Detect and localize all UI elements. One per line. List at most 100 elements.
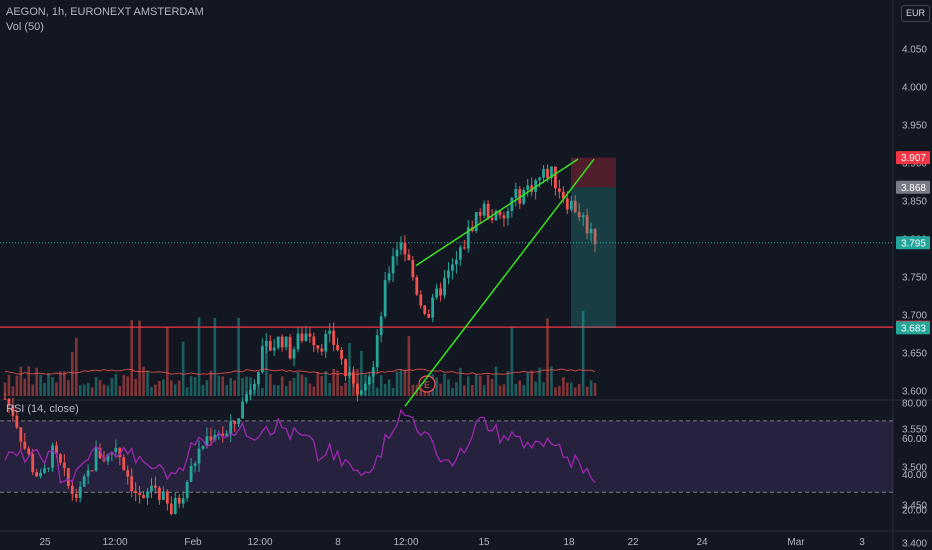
volume-bar: [197, 317, 201, 396]
volume-bar: [296, 371, 300, 396]
candle-body: [300, 333, 304, 341]
volume-bar: [486, 374, 490, 396]
candle-body: [126, 470, 130, 477]
volume-label: Vol (50): [6, 21, 44, 33]
volume-bar: [67, 380, 70, 396]
price-tick-label: 3.950: [902, 120, 927, 131]
candle-body: [344, 359, 347, 377]
time-tick-label: Mar: [787, 537, 805, 548]
candle-body: [518, 188, 522, 204]
volume-bar: [459, 367, 462, 396]
price-tag-box: [896, 236, 930, 250]
volume-bar: [146, 370, 149, 396]
volume-bar: [368, 377, 371, 396]
volume-bar: [470, 385, 474, 396]
volume-bar: [90, 387, 94, 396]
wedge-lower-line: [404, 158, 595, 407]
time-tick-label: 3: [859, 537, 865, 548]
candle-body: [577, 212, 581, 218]
candle-body: [542, 168, 545, 178]
volume-bar: [562, 377, 565, 396]
volume-bar: [312, 386, 316, 396]
volume-bar: [530, 370, 533, 396]
volume-bar: [399, 370, 403, 396]
candle-body: [324, 333, 328, 352]
candle-body: [510, 197, 514, 212]
volume-bar: [122, 374, 126, 396]
rsi-tick-label: 60.00: [902, 434, 927, 445]
candle-body: [181, 498, 185, 504]
volume-bar: [257, 378, 260, 396]
candle-body: [59, 454, 62, 463]
candle-body: [320, 348, 324, 352]
volume-bar: [589, 380, 593, 396]
volume-bar: [27, 366, 31, 396]
candle-body: [3, 398, 7, 400]
volume-bar: [102, 384, 106, 396]
candle-body: [39, 472, 43, 477]
volume-bar: [63, 371, 66, 396]
candle-body: [506, 211, 510, 219]
candle-body: [439, 288, 442, 296]
price-tick-label: 3.850: [902, 196, 927, 207]
candle-body: [490, 217, 494, 221]
candle-body: [474, 212, 478, 232]
price-tick-label: 3.650: [902, 348, 927, 359]
candle-body: [526, 185, 530, 191]
candle-body: [150, 485, 153, 492]
candle-body: [363, 384, 367, 391]
volume-bar: [59, 371, 62, 396]
candle-body: [316, 345, 320, 349]
volume-bar: [320, 375, 324, 396]
candle-body: [296, 333, 300, 350]
candle-body: [90, 470, 94, 472]
volume-bar: [225, 384, 229, 396]
volume-bar: [566, 382, 569, 396]
candle-body: [538, 177, 541, 181]
volume-bar: [292, 377, 296, 396]
candle-body: [268, 340, 272, 351]
time-tick-label: 12:00: [393, 537, 418, 548]
candle-body: [47, 467, 50, 469]
candle-body: [217, 433, 221, 435]
candle-body: [569, 200, 573, 210]
candle-body: [458, 247, 462, 260]
volume-bar: [213, 318, 217, 396]
price-tick-label: 3.550: [902, 424, 927, 435]
volume-bar: [304, 377, 308, 396]
candle-body: [522, 190, 526, 204]
candle-body: [557, 188, 561, 192]
volume-bar: [272, 384, 276, 396]
volume-bar: [11, 386, 15, 396]
volume-bar: [55, 382, 58, 396]
volume-bar: [300, 374, 304, 396]
price-tick-label: 3.750: [902, 272, 927, 283]
rsi-legend: RSI (14, close): [6, 403, 79, 415]
time-tick-label: Feb: [184, 537, 202, 548]
candle-body: [27, 448, 31, 455]
volume-bar: [522, 384, 526, 396]
volume-bar: [288, 380, 292, 396]
rsi-tick-label: 20.00: [902, 506, 927, 517]
volume-bar: [482, 385, 486, 396]
candle-body: [589, 229, 593, 234]
candle-body: [383, 280, 387, 317]
volume-bar: [375, 387, 379, 396]
volume-bar: [126, 376, 130, 396]
currency-button[interactable]: EUR: [901, 5, 930, 22]
candle-body: [435, 288, 439, 298]
volume-bar: [324, 371, 328, 396]
volume-bar: [154, 384, 157, 396]
candle-body: [66, 468, 70, 486]
volume-bar: [332, 368, 335, 396]
candle-body: [280, 336, 284, 348]
volume-bar: [573, 387, 577, 396]
candle-body: [110, 451, 114, 455]
volume-bar: [189, 376, 193, 396]
candle-body: [561, 191, 565, 199]
rsi-tick-label: 40.00: [902, 470, 927, 481]
candle-body: [118, 447, 122, 458]
volume-bar: [51, 377, 54, 396]
candle-body: [565, 198, 569, 210]
